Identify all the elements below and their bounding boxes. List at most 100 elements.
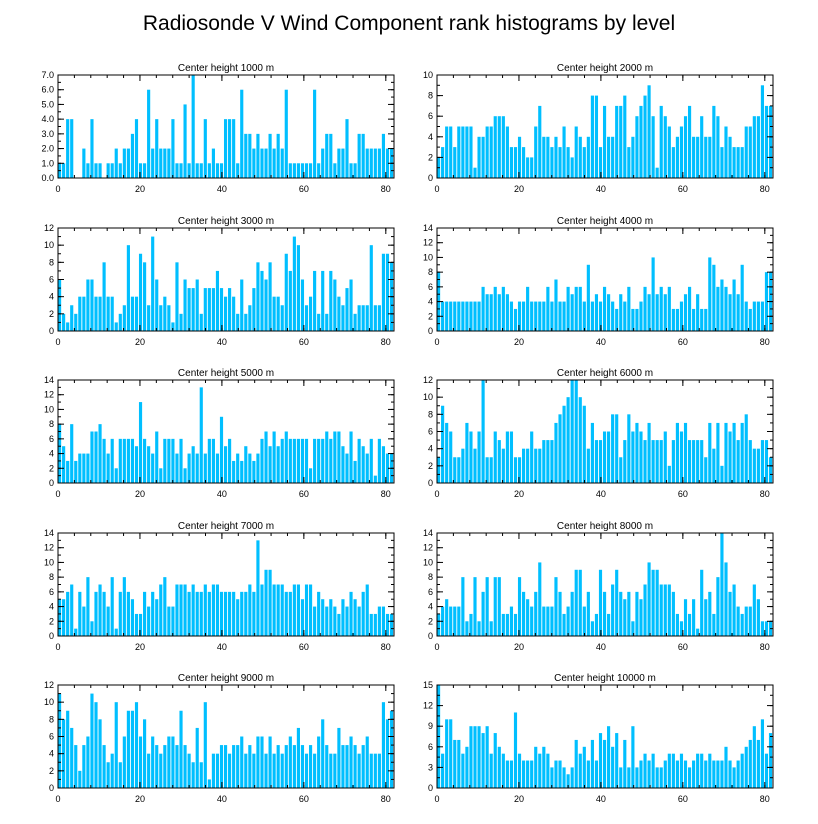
x-tick-label: 0 — [434, 642, 439, 652]
y-tick-label: 0 — [49, 326, 54, 336]
y-tick-label: 12 — [423, 375, 433, 385]
histogram-bar — [167, 606, 171, 636]
histogram-bar — [252, 591, 256, 636]
histogram-bar — [114, 702, 118, 788]
histogram-bar — [167, 305, 171, 331]
histogram-bar — [349, 279, 353, 331]
histogram-bar — [288, 736, 292, 788]
y-tick-label: 2 — [428, 461, 433, 471]
histogram-bar — [313, 753, 317, 788]
histogram-bar — [357, 753, 361, 788]
histogram-bar — [728, 294, 732, 331]
histogram-bar — [692, 760, 696, 788]
histogram-bar — [264, 279, 268, 331]
histogram-bar — [280, 438, 284, 483]
y-tick-label: 14 — [44, 375, 54, 385]
histogram-bar — [497, 746, 501, 788]
histogram-bar — [82, 606, 86, 636]
histogram-bar — [110, 577, 114, 636]
histogram-bar — [469, 726, 473, 788]
histogram-bar — [550, 147, 554, 178]
histogram-bar — [558, 760, 562, 788]
histogram-bar — [445, 422, 449, 483]
histogram-bar — [437, 613, 441, 636]
panel-title: Center height 1000 m — [178, 63, 274, 74]
histogram-bar — [623, 739, 627, 788]
histogram-bar — [562, 126, 566, 178]
y-tick-label: 4 — [428, 444, 433, 454]
histogram-bar — [361, 133, 365, 178]
histogram-bar — [82, 453, 86, 483]
y-tick-label: 6 — [49, 434, 54, 444]
histogram-bar — [365, 736, 369, 788]
histogram-bar — [337, 613, 341, 636]
histogram-bar — [377, 606, 381, 636]
histogram-bar — [558, 147, 562, 178]
histogram-bar — [639, 105, 643, 178]
histogram-bar — [542, 136, 546, 178]
histogram-bar — [748, 739, 752, 788]
x-tick-label: 20 — [135, 489, 145, 499]
histogram-bar — [244, 591, 248, 636]
histogram-bar — [756, 116, 760, 178]
histogram-bar — [477, 301, 481, 331]
histogram-bar — [538, 301, 542, 331]
histogram-bar — [530, 157, 534, 178]
histogram-bar — [296, 245, 300, 331]
histogram-bar — [349, 591, 353, 636]
histogram-bar — [353, 163, 357, 178]
histogram-bar — [619, 591, 623, 636]
y-tick-label: 10 — [44, 404, 54, 414]
histogram-bar — [663, 116, 667, 178]
histogram-bar — [272, 584, 276, 636]
histogram-bar — [317, 438, 321, 483]
histogram-bar — [485, 126, 489, 178]
histogram-bar — [647, 85, 651, 178]
histogram-bar — [191, 75, 195, 178]
histogram-bar — [611, 584, 615, 636]
histogram-bar — [313, 438, 317, 483]
histogram-bar — [720, 279, 724, 331]
histogram-bar — [570, 157, 574, 178]
histogram-bar — [481, 591, 485, 636]
y-tick-label: 0 — [428, 478, 433, 488]
histogram-bar — [219, 591, 224, 636]
histogram-bar — [98, 584, 102, 636]
y-tick-label: 0 — [49, 783, 54, 793]
histogram-bar — [740, 264, 744, 331]
histogram-bar — [700, 116, 704, 178]
histogram-bar — [357, 305, 361, 331]
histogram-bar — [179, 163, 183, 178]
x-tick-label: 80 — [381, 794, 391, 804]
histogram-bar — [292, 745, 296, 788]
histogram-bar — [143, 719, 147, 788]
histogram-bar — [329, 133, 333, 178]
histogram-bar — [590, 301, 594, 331]
x-tick-label: 60 — [678, 184, 688, 194]
histogram-bar — [385, 148, 390, 178]
histogram-bar — [130, 599, 135, 636]
histogram-bar — [748, 440, 752, 483]
y-tick-label: 15 — [423, 680, 433, 690]
histogram-bar — [562, 405, 566, 483]
histogram-bar — [102, 745, 106, 788]
y-tick-label: 0.0 — [41, 173, 54, 183]
histogram-bar — [365, 453, 369, 483]
histogram-bar — [191, 584, 195, 636]
histogram-bar — [78, 296, 82, 331]
histogram-bar — [240, 279, 244, 331]
histogram-bar — [558, 301, 562, 331]
histogram-bar — [272, 296, 276, 331]
histogram-bar — [203, 288, 207, 331]
histogram-bar — [252, 460, 256, 483]
histogram-bar — [449, 719, 453, 788]
histogram-bar — [655, 569, 659, 636]
histogram-bar — [477, 431, 481, 483]
histogram-bar — [441, 405, 445, 483]
y-tick-label: 4 — [49, 449, 54, 459]
histogram-bar — [151, 148, 155, 178]
histogram-bar — [513, 308, 518, 331]
histogram-bar — [615, 569, 619, 636]
histogram-bar — [663, 431, 667, 483]
y-tick-label: 0 — [428, 631, 433, 641]
